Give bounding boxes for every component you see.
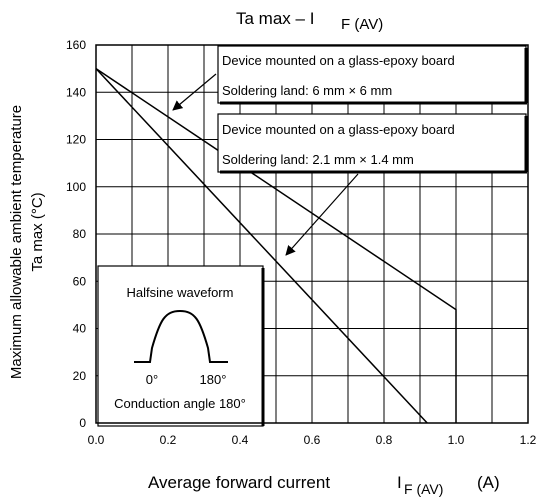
y-axis-label-unit: Ta max (°C): [29, 192, 46, 271]
annotation-2-arrow: [285, 173, 359, 256]
x-tick-label: 0.8: [376, 433, 393, 447]
series-line-1: [95, 68, 457, 423]
x-tick-label: 0.4: [232, 433, 249, 447]
inset-title: Halfsine waveform: [127, 285, 234, 300]
x-axis-label: Average forward current: [148, 473, 330, 492]
y-axis-label: Maximum allowable ambient temperature: [8, 105, 25, 379]
x-tick-label: 1.2: [520, 433, 537, 447]
annotation-1-line2: Soldering land: 6 mm × 6 mm: [222, 83, 392, 98]
y-tick-label: 160: [66, 38, 86, 52]
x-axis-ticks: 0.0 0.2 0.4 0.6 0.8 1.0 1.2: [88, 433, 537, 447]
y-tick-label: 120: [66, 133, 86, 147]
y-tick-label: 140: [66, 85, 86, 99]
chart-title: Ta max – I: [236, 9, 314, 28]
x-axis-label-symbol: I: [397, 473, 402, 492]
series-line-2: [95, 68, 428, 424]
inset-label-start: 0°: [146, 372, 158, 387]
annotation-2-line2: Soldering land: 2.1 mm × 1.4 mm: [222, 152, 414, 167]
inset-waveform-box: Halfsine waveform 0° 180° Conduction ang…: [97, 265, 265, 427]
y-tick-label: 20: [73, 369, 87, 383]
y-tick-label: 60: [73, 274, 87, 288]
annotation-1-arrow: [172, 73, 217, 111]
annotation-2-line1: Device mounted on a glass-epoxy board: [222, 122, 455, 137]
series-group: [95, 68, 457, 424]
y-axis-ticks: 0 20 40 60 80 100 120 140 160: [66, 38, 86, 430]
annotation-1-line1: Device mounted on a glass-epoxy board: [222, 53, 455, 68]
x-tick-label: 1.0: [448, 433, 465, 447]
inset-label-end: 180°: [200, 372, 227, 387]
x-axis-label-subscript: F (AV): [404, 481, 443, 497]
plot-frame: [95, 44, 529, 424]
halfsine-waveform: [134, 309, 228, 363]
x-tick-label: 0.2: [160, 433, 177, 447]
annotation-box-1: Device mounted on a glass-epoxy board So…: [217, 45, 528, 105]
x-tick-label: 0.6: [304, 433, 321, 447]
y-tick-label: 40: [73, 322, 87, 336]
x-tick-label: 0.0: [88, 433, 105, 447]
y-tick-label: 100: [66, 180, 86, 194]
x-axis-label-unit: (A): [477, 473, 500, 492]
chart-title-subscript: F (AV): [341, 16, 383, 33]
y-tick-label: 80: [73, 227, 87, 241]
y-tick-label: 0: [79, 416, 86, 430]
annotation-box-2: Device mounted on a glass-epoxy board So…: [217, 113, 528, 174]
inset-caption: Conduction angle 180°: [114, 396, 246, 411]
